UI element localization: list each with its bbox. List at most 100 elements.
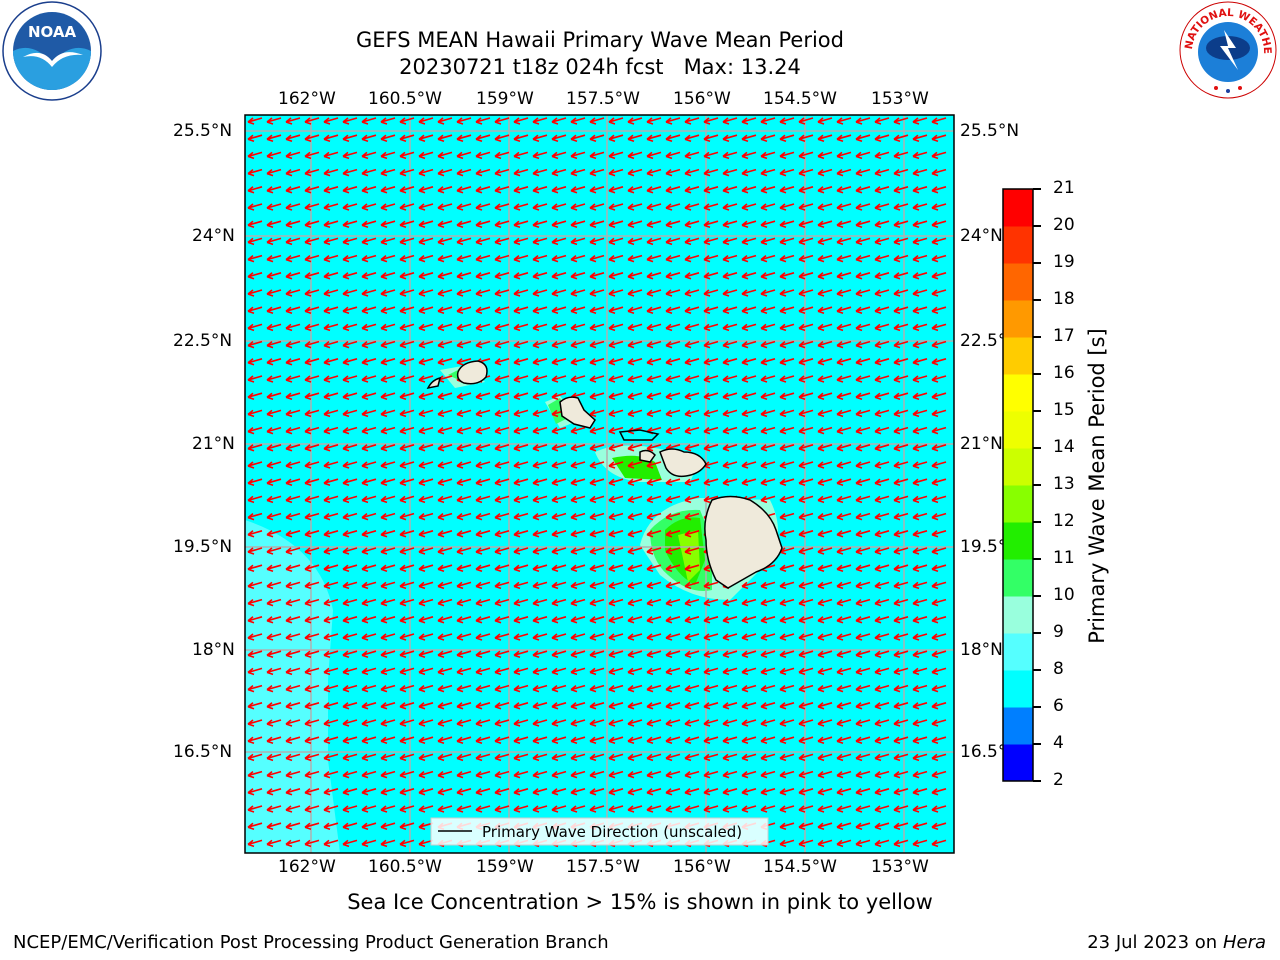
wave-arrow-16-36 [931, 392, 947, 400]
colorbar-tick-mark-11 [1033, 558, 1041, 560]
wave-arrow-26-28 [779, 564, 795, 572]
wave-arrow-17-32 [855, 409, 871, 418]
wave-arrow-5-33 [874, 203, 890, 211]
wave-arrow-5-11 [456, 203, 472, 211]
wave-arrow-24-34 [893, 530, 909, 538]
wave-arrow-9-10 [437, 272, 453, 280]
wave-arrow-42-8 [399, 839, 415, 848]
wave-arrow-12-2 [285, 323, 301, 332]
wave-arrow-28-19 [608, 598, 624, 607]
wave-arrow-37-21 [646, 753, 662, 762]
wave-arrow-28-1 [266, 598, 282, 607]
wave-arrow-0-3 [304, 117, 320, 125]
wave-arrow-22-28 [779, 495, 795, 504]
wave-arrow-27-19 [608, 581, 624, 590]
wave-arrow-14-30 [817, 358, 833, 366]
wave-arrow-38-10 [437, 770, 453, 779]
wave-arrow-31-30 [817, 650, 833, 658]
wave-arrow-21-11 [456, 478, 472, 486]
wave-arrow-40-14 [513, 805, 529, 813]
wave-arrow-25-1 [266, 547, 282, 555]
wave-arrow-16-11 [456, 392, 472, 400]
wave-arrow-2-13 [494, 151, 510, 160]
wave-arrow-19-0 [247, 444, 263, 452]
wave-arrow-23-13 [494, 512, 510, 521]
wave-arrow-4-10 [437, 186, 453, 194]
wave-arrow-12-15 [532, 323, 548, 332]
wave-arrow-38-22 [665, 770, 681, 779]
wave-arrow-31-13 [494, 650, 510, 658]
wave-arrow-21-29 [798, 478, 814, 486]
wave-arrow-18-34 [893, 426, 909, 435]
wave-arrow-5-5 [342, 203, 358, 211]
wave-arrow-20-2 [285, 461, 301, 469]
wave-arrow-21-36 [931, 478, 947, 486]
wave-arrow-18-10 [437, 426, 453, 435]
wave-arrow-19-8 [399, 444, 415, 452]
wave-arrow-27-18 [589, 581, 605, 590]
wave-arrow-26-1 [266, 564, 282, 572]
wave-arrow-8-11 [456, 254, 472, 263]
wave-arrow-34-34 [893, 702, 909, 710]
wave-arrow-30-27 [760, 633, 776, 641]
wave-arrow-10-26 [741, 289, 757, 297]
wave-arrow-16-16 [551, 392, 567, 400]
wave-arrow-25-20 [627, 547, 643, 555]
wave-arrow-5-31 [836, 203, 852, 211]
wave-arrow-20-3 [304, 461, 320, 469]
colorbar-tick-mark-18 [1033, 299, 1041, 301]
wave-arrow-31-29 [798, 650, 814, 658]
wave-arrow-2-22 [665, 151, 681, 160]
wave-arrow-11-10 [437, 306, 453, 314]
wave-arrow-11-7 [380, 306, 396, 314]
wave-arrow-39-13 [494, 788, 510, 796]
wave-arrow-14-2 [285, 358, 301, 366]
wave-arrow-34-32 [855, 702, 871, 710]
wave-arrow-24-13 [494, 530, 510, 538]
wave-arrow-16-23 [684, 392, 700, 400]
wave-arrow-34-17 [570, 702, 586, 710]
wave-arrow-12-31 [836, 323, 852, 332]
wave-arrow-23-17 [570, 512, 586, 521]
wave-arrow-39-29 [798, 788, 814, 796]
wave-arrow-39-22 [665, 788, 681, 796]
wave-arrow-8-18 [589, 254, 605, 263]
colorbar-tick-label-21: 21 [1053, 178, 1075, 198]
wave-arrow-17-36 [931, 409, 947, 418]
wave-arrow-2-25 [722, 151, 738, 160]
wave-arrow-11-15 [532, 306, 548, 314]
wave-arrow-29-28 [779, 616, 795, 624]
wave-arrow-20-6 [361, 461, 377, 469]
wave-arrow-9-3 [304, 272, 320, 280]
wave-arrow-14-15 [532, 358, 548, 366]
lat-label-left-25-5n: 25.5°N [173, 121, 233, 141]
wave-arrow-2-1 [266, 151, 282, 160]
wave-arrow-40-25 [722, 805, 738, 813]
wave-arrow-30-32 [855, 633, 871, 641]
wave-arrow-3-26 [741, 168, 757, 177]
wave-arrow-35-21 [646, 719, 662, 727]
wave-arrow-4-11 [456, 186, 472, 194]
wave-arrow-0-30 [817, 117, 833, 125]
wave-arrow-12-3 [304, 323, 320, 332]
lon-label-bottom-160-5w: 160.5°W [368, 857, 442, 877]
wave-arrow-2-6 [361, 151, 377, 160]
wave-arrow-35-7 [380, 719, 396, 727]
wave-arrow-24-20 [627, 530, 643, 538]
wave-arrow-3-8 [399, 168, 415, 177]
wave-arrow-28-30 [817, 598, 833, 607]
colorbar-segment-10 [1003, 374, 1033, 412]
colorbar-tick-mark-19 [1033, 262, 1041, 264]
wave-arrow-23-33 [874, 512, 890, 521]
wave-arrow-1-22 [665, 134, 681, 142]
wave-arrow-17-33 [874, 409, 890, 418]
wave-arrow-32-32 [855, 667, 871, 676]
wave-arrow-29-15 [532, 616, 548, 624]
wave-arrow-24-28 [779, 530, 795, 538]
colorbar-segment-3 [1003, 633, 1033, 671]
wave-arrow-1-1 [266, 134, 282, 142]
colorbar-segment-9 [1003, 411, 1033, 449]
wave-arrow-38-33 [874, 770, 890, 779]
wave-arrow-13-33 [874, 340, 890, 349]
wave-arrow-41-7 [380, 822, 396, 830]
